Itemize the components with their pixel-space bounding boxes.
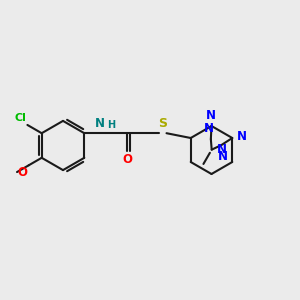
- Text: N: N: [217, 143, 227, 156]
- Text: N: N: [204, 122, 214, 135]
- Text: O: O: [122, 153, 133, 166]
- Text: O: O: [18, 166, 28, 179]
- Text: N: N: [236, 130, 247, 143]
- Text: N: N: [218, 150, 228, 163]
- Text: Cl: Cl: [14, 113, 26, 124]
- Text: H: H: [107, 120, 115, 130]
- Text: N: N: [94, 117, 104, 130]
- Text: S: S: [158, 117, 167, 130]
- Text: N: N: [206, 109, 216, 122]
